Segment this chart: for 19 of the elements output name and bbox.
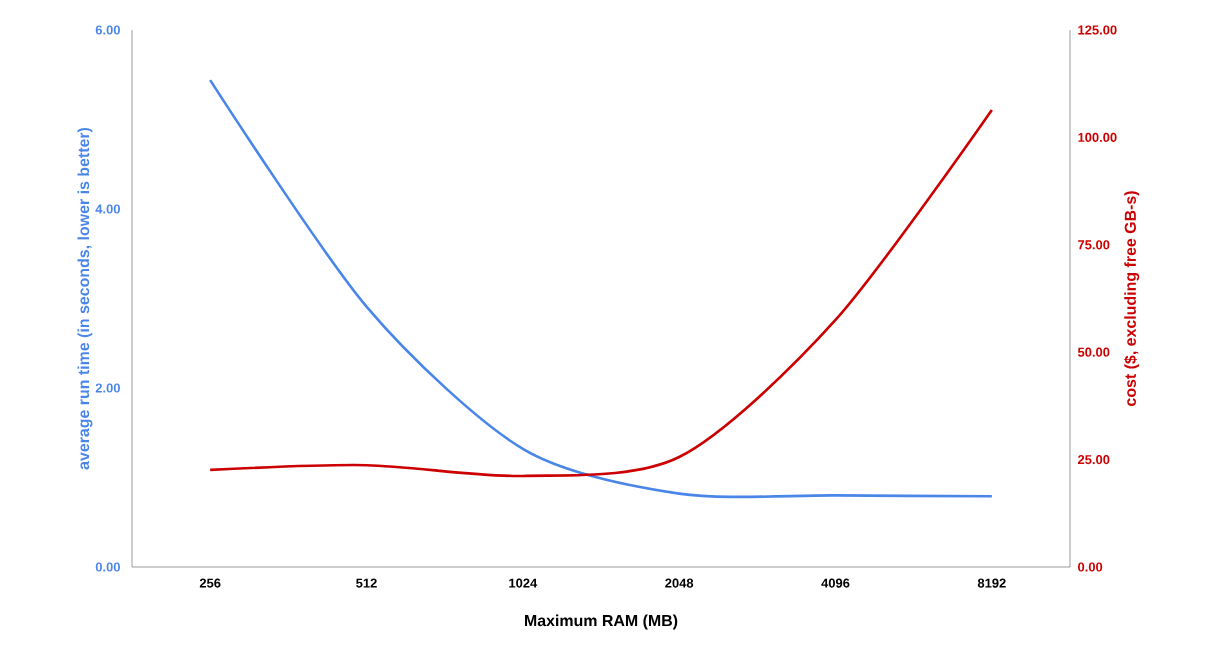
x-tick-label: 4096 (821, 578, 850, 588)
y2-axis-title: cost ($, excluding free GB-s) (1123, 191, 1140, 406)
y2-tick-label: 25.00 (1077, 455, 1110, 465)
x-tick-label: 1024 (509, 578, 538, 588)
y-tick-label: 2.00 (95, 383, 120, 393)
y2-tick-label: 100.00 (1078, 132, 1117, 142)
y2-tick-label: 50.00 (1077, 347, 1110, 357)
y-tick-label: 0.00 (95, 562, 120, 572)
x-tick-label: 512 (356, 578, 377, 588)
y-axis-title: average run time (in seconds, lower is better) (77, 127, 93, 470)
y-tick-label: 4.00 (95, 204, 120, 214)
y2-tick-label: 125.00 (1078, 25, 1117, 35)
x-tick-label: 8192 (977, 578, 1006, 588)
x-tick-label: 2048 (665, 578, 694, 588)
y-tick-label: 6.00 (95, 25, 120, 35)
y2-tick-label: 75.00 (1078, 240, 1110, 250)
x-axis-title: Maximum RAM (MB) (525, 614, 678, 630)
x-tick-label: 256 (199, 578, 221, 588)
y2-tick-label: 0.00 (1078, 562, 1103, 572)
